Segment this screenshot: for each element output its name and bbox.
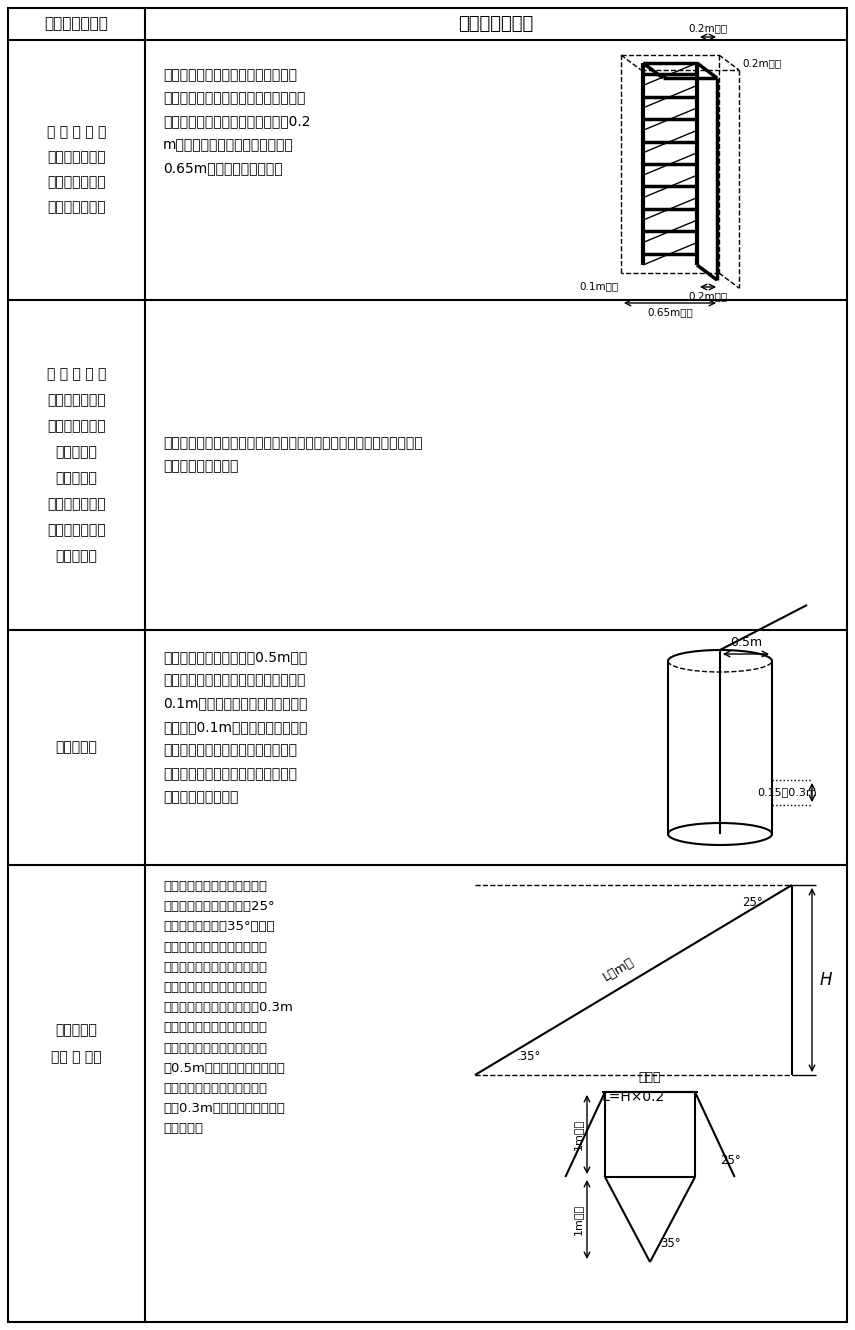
Text: 救　助　袋: 救 助 袋	[56, 471, 97, 485]
Text: 25°: 25°	[741, 896, 763, 910]
Text: .35°: .35°	[517, 1051, 541, 1064]
Text: も　の　）: も の ）	[56, 446, 97, 459]
Text: 25°: 25°	[720, 1154, 740, 1166]
Text: も　の　）: も の ）	[56, 549, 97, 563]
Text: 1m以上: 1m以上	[573, 1119, 583, 1150]
Text: 器具を中心とした半径0.5mの円
柱形に包含される範囲以上。ただし、
0.1m以内の避難上支障のない場合
若しくは0.1mを超える場合でもロ
ープを損傷しない措: 器具を中心とした半径0.5mの円 柱形に包含される範囲以上。ただし、 0.1m以…	[163, 650, 308, 805]
Text: 縦棒の中心線からそれぞれ外方向
（縦棒の数が１本のものについては、
横桟の端からそれぞれ外方向）に0.2
m以上及び器具の前面から奥行き
0.65m以上の角柱形: 縦棒の中心線からそれぞれ外方向 （縦棒の数が１本のものについては、 横桟の端から…	[163, 68, 310, 176]
Text: 0.1m以上: 0.1m以上	[579, 281, 618, 291]
Text: 0.5m: 0.5m	[730, 636, 762, 649]
Text: 0.2m以上: 0.2m以上	[688, 291, 728, 301]
Text: 0.15～0.3m: 0.15～0.3m	[757, 787, 817, 798]
Text: （避難器具用ハ: （避難器具用ハ	[47, 392, 106, 407]
Text: L=H×0.2: L=H×0.2	[602, 1091, 665, 1104]
Text: 避 難 は し ご
（避難器具用ハ
ッチに格納した
ものを除く。）: 避 難 は し ご （避難器具用ハ ッチに格納した ものを除く。）	[47, 125, 106, 214]
Text: （避難器具用ハ: （避難器具用ハ	[47, 497, 106, 511]
Text: ッチに格納した: ッチに格納した	[47, 419, 106, 434]
Text: 袋の幅: 袋の幅	[639, 1071, 661, 1084]
Text: 0.2m以上: 0.2m以上	[742, 59, 781, 68]
Text: 35°: 35°	[660, 1237, 681, 1250]
Text: 避難器具の種類: 避難器具の種類	[44, 16, 109, 32]
Text: 救　助　袋
（斜 降 式）: 救 助 袋 （斜 降 式）	[51, 1023, 102, 1064]
Text: 0.65m以上: 0.65m以上	[647, 307, 693, 317]
Text: ッチに格納した: ッチに格納した	[47, 523, 106, 537]
Text: 緩　降　機: 緩 降 機	[56, 741, 97, 754]
Text: 0.2m以上: 0.2m以上	[688, 23, 728, 33]
Text: H: H	[820, 971, 833, 990]
Text: 降　下　空　間: 降 下 空 間	[458, 15, 534, 33]
Text: 1m以上: 1m以上	[573, 1204, 583, 1236]
Text: L（m）: L（m）	[600, 956, 636, 984]
Text: 救助袋の下方及び側面の方
向に対し上部にあっては25°
、下部にあっては35°の右図
による範囲内。ただし、防火
対象物の側面に沿って降下す
る場合の救助袋と壁: 救助袋の下方及び側面の方 向に対し上部にあっては25° 、下部にあっては35°の…	[163, 880, 293, 1136]
Text: 避 難 は し ご: 避 難 は し ご	[47, 367, 106, 380]
Text: ハッチの開口部から降着面等まで当該ハッチの開口部の面積以上を
有する角柱形の範囲: ハッチの開口部から降着面等まで当該ハッチの開口部の面積以上を 有する角柱形の範囲	[163, 436, 422, 473]
